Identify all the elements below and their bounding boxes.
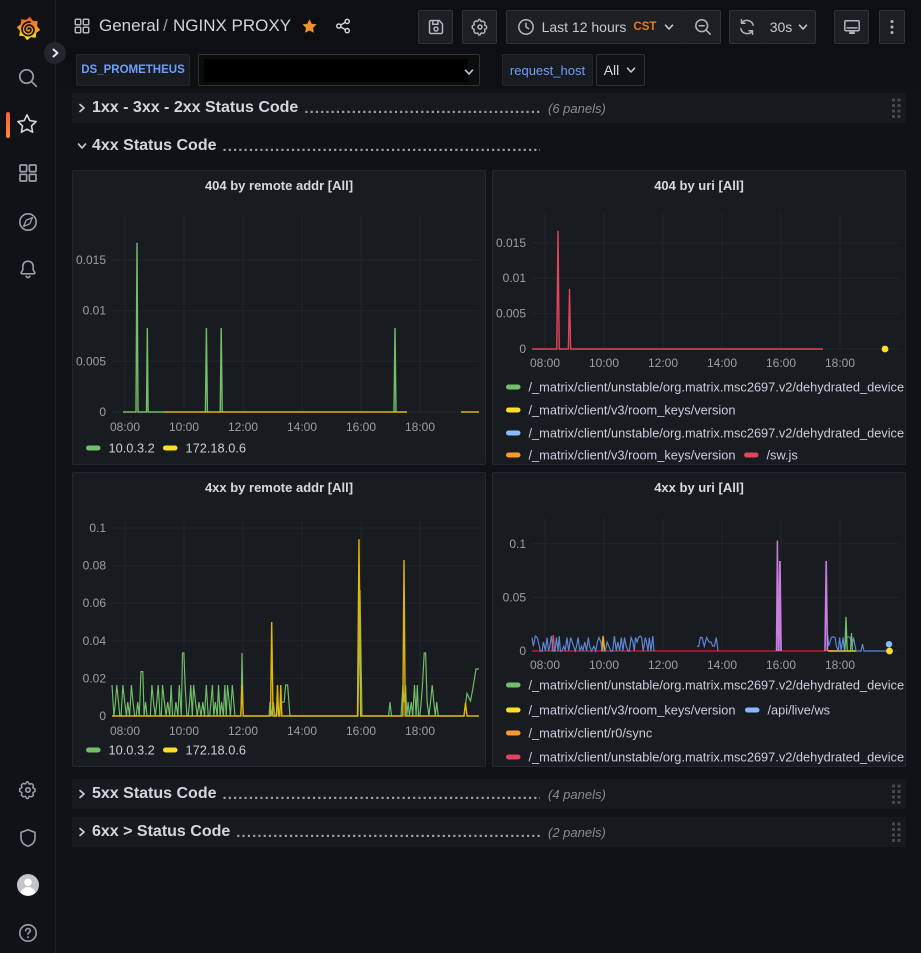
svg-text:10:00: 10:00 — [589, 658, 619, 672]
svg-text:10.0.3.2: 10.0.3.2 — [109, 441, 155, 456]
svg-text:172.18.0.6: 172.18.0.6 — [186, 441, 247, 456]
svg-text:0.01: 0.01 — [83, 304, 107, 318]
svg-text:16:00: 16:00 — [766, 356, 796, 370]
svg-text:08:00: 08:00 — [110, 724, 140, 738]
svg-text:12:00: 12:00 — [228, 420, 258, 434]
svg-text:/_matrix/client/unstable/org.m: /_matrix/client/unstable/org.matrix.msc2… — [529, 750, 905, 765]
svg-text:0: 0 — [519, 342, 526, 356]
svg-text:0.05: 0.05 — [503, 590, 527, 604]
svg-text:18:00: 18:00 — [825, 356, 855, 370]
svg-text:0.04: 0.04 — [83, 634, 107, 648]
svg-text:14:00: 14:00 — [707, 658, 737, 672]
svg-text:16:00: 16:00 — [346, 724, 376, 738]
svg-text:10.0.3.2: 10.0.3.2 — [109, 743, 155, 758]
svg-text:172.18.0.6: 172.18.0.6 — [186, 743, 247, 758]
svg-text:0.1: 0.1 — [89, 521, 106, 535]
svg-text:18:00: 18:00 — [825, 658, 855, 672]
svg-text:0.015: 0.015 — [76, 253, 106, 267]
svg-text:08:00: 08:00 — [110, 420, 140, 434]
svg-text:16:00: 16:00 — [346, 420, 376, 434]
svg-text:0: 0 — [519, 644, 526, 658]
svg-text:0.005: 0.005 — [496, 307, 526, 321]
svg-text:0.015: 0.015 — [496, 236, 526, 250]
svg-text:0.02: 0.02 — [83, 671, 107, 685]
svg-text:0.01: 0.01 — [503, 271, 527, 285]
svg-text:12:00: 12:00 — [648, 658, 678, 672]
svg-text:12:00: 12:00 — [228, 724, 258, 738]
svg-text:18:00: 18:00 — [405, 420, 435, 434]
svg-text:0.1: 0.1 — [509, 537, 526, 551]
svg-text:0.06: 0.06 — [83, 596, 107, 610]
svg-text:08:00: 08:00 — [530, 356, 560, 370]
svg-text:18:00: 18:00 — [405, 724, 435, 738]
svg-text:/api/live/ws: /api/live/ws — [768, 703, 831, 718]
svg-text:10:00: 10:00 — [169, 724, 199, 738]
svg-text:16:00: 16:00 — [766, 658, 796, 672]
svg-text:10:00: 10:00 — [169, 420, 199, 434]
svg-text:14:00: 14:00 — [287, 724, 317, 738]
svg-text:0.08: 0.08 — [83, 559, 107, 573]
svg-text:08:00: 08:00 — [530, 658, 560, 672]
svg-text:0: 0 — [99, 405, 106, 419]
svg-text:14:00: 14:00 — [707, 356, 737, 370]
svg-text:/sw.js: /sw.js — [767, 448, 798, 463]
svg-text:/_matrix/client/r0/sync: /_matrix/client/r0/sync — [529, 726, 653, 741]
svg-text:/_matrix/client/unstable/org.m: /_matrix/client/unstable/org.matrix.msc2… — [529, 678, 905, 693]
svg-text:/_matrix/client/v3/room_keys/v: /_matrix/client/v3/room_keys/version — [529, 448, 736, 463]
svg-text:10:00: 10:00 — [589, 356, 619, 370]
svg-text:14:00: 14:00 — [287, 420, 317, 434]
svg-text:/_matrix/client/v3/room_keys/v: /_matrix/client/v3/room_keys/version — [529, 703, 736, 718]
svg-text:/_matrix/client/v3/room_keys/v: /_matrix/client/v3/room_keys/version — [529, 403, 736, 418]
svg-text:/_matrix/client/unstable/org.m: /_matrix/client/unstable/org.matrix.msc2… — [529, 426, 905, 441]
svg-text:0.005: 0.005 — [76, 354, 106, 368]
svg-text:/_matrix/client/unstable/org.m: /_matrix/client/unstable/org.matrix.msc2… — [529, 380, 905, 395]
svg-text:0: 0 — [99, 709, 106, 723]
svg-text:12:00: 12:00 — [648, 356, 678, 370]
